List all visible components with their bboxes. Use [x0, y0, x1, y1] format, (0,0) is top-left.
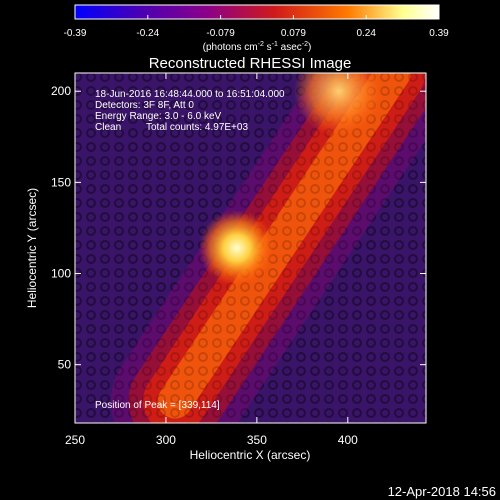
heatmap-image: [75, 73, 426, 423]
colorbar-units: (photons cm-2 s-1 asec-2): [203, 41, 312, 53]
colorbar-ticks: -0.39 -0.24 -0.079 0.079 0.24 0.39: [64, 15, 449, 39]
colorbar-tick-label: 0.24: [356, 28, 376, 39]
total-counts-text: Total counts: 4.97E+03: [146, 122, 248, 133]
x-tick-label: 350: [247, 433, 267, 447]
time-range-text: 18-Jun-2016 16:48:44.000 to 16:51:04.000: [95, 89, 285, 100]
colorbar-tick-label: -0.079: [206, 28, 235, 39]
y-tick-label: 150: [51, 175, 71, 189]
peak-glow: [198, 210, 275, 286]
colorbar-tick-label: -0.39: [64, 28, 87, 39]
colorbar-gradient: [74, 4, 440, 20]
y-tick-label: 50: [58, 358, 72, 372]
footer-timestamp: 12-Apr-2018 14:56: [388, 484, 496, 499]
colorbar-tick-label: 0.39: [429, 28, 449, 39]
x-tick-label: 250: [65, 433, 85, 447]
energy-range-text: Energy Range: 3.0 - 6.0 keV: [95, 111, 222, 122]
x-tick-label: 400: [338, 433, 358, 447]
chart-title: Reconstructed RHESSI Image: [149, 55, 352, 72]
colorbar-tick-label: 0.079: [281, 28, 306, 39]
colorbar-tick-label: -0.24: [136, 28, 159, 39]
x-axis-label: Heliocentric X (arcsec): [190, 448, 311, 462]
colorbar: -0.39 -0.24 -0.079 0.079 0.24 0.39 (photons c…: [64, 4, 449, 53]
y-axis-label: Heliocentric Y (arcsec): [25, 188, 39, 308]
clean-text: Clean: [95, 122, 121, 133]
x-tick-label: 300: [156, 433, 176, 447]
top-glow: [293, 73, 384, 137]
y-tick-label: 200: [51, 84, 71, 98]
peak-position-text: Position of Peak = [339,114]: [95, 400, 220, 411]
detectors-text: Detectors: 3F 8F, Att 0: [95, 100, 194, 111]
y-tick-label: 100: [51, 267, 71, 281]
axis-ticks: 250 300 350 400 50 100 150 200: [51, 73, 426, 447]
plot-frame: [74, 72, 427, 424]
observation-info: 18-Jun-2016 16:48:44.000 to 16:51:04.000…: [95, 89, 285, 133]
